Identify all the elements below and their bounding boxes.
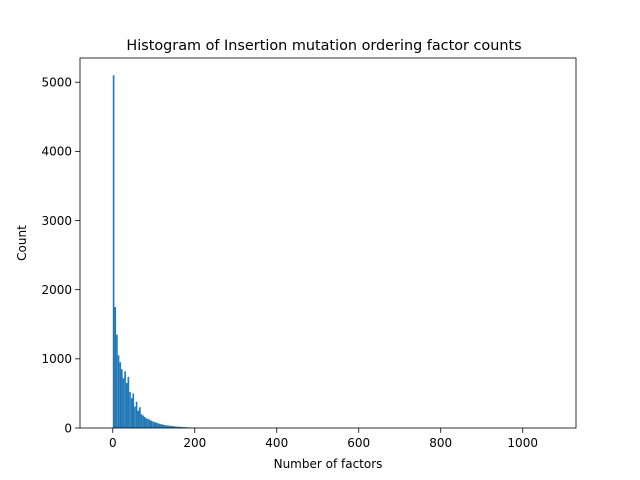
histogram-bar — [122, 378, 125, 428]
histogram-bar — [124, 371, 126, 428]
histogram-bar — [181, 427, 184, 428]
histogram-bar — [155, 422, 158, 428]
histogram-bar — [158, 423, 161, 428]
histogram-bar — [150, 420, 153, 428]
histogram-bars — [112, 75, 210, 428]
histogram-bar — [160, 424, 162, 428]
histogram-bar — [140, 414, 143, 428]
histogram-bar — [139, 407, 141, 428]
histogram-bar — [119, 362, 121, 428]
x-tick-label: 200 — [183, 436, 206, 450]
histogram-bar — [125, 383, 128, 428]
histogram-bar — [165, 425, 167, 428]
histogram-bar — [173, 426, 176, 428]
histogram-bar — [171, 426, 174, 428]
histogram-bar — [135, 401, 138, 428]
y-tick-label: 4000 — [41, 145, 72, 159]
histogram-bar — [142, 415, 144, 428]
histogram-bar — [170, 425, 172, 428]
histogram-bar — [184, 427, 187, 428]
plot-area — [80, 58, 576, 428]
histogram-bar — [129, 392, 131, 428]
histogram-bar — [180, 426, 182, 428]
histogram-bar — [166, 425, 169, 428]
histogram-bar — [134, 406, 136, 428]
histogram-bar — [145, 418, 148, 428]
chart-title: Histogram of Insertion mutation ordering… — [126, 38, 521, 54]
histogram-bar — [148, 419, 151, 428]
histogram-bar — [168, 425, 171, 428]
y-tick-label: 0 — [64, 421, 72, 435]
y-tick-label: 5000 — [41, 76, 72, 90]
plot-frame — [79, 57, 577, 429]
y-axis-ticks: 0 1000 2000 3000 4000 5000 — [41, 76, 80, 435]
y-tick-label: 2000 — [41, 283, 72, 297]
x-tick-label: 400 — [265, 436, 288, 450]
x-tick-label: 600 — [347, 436, 370, 450]
histogram-bar — [161, 424, 164, 428]
x-axis-label: Number of factors — [274, 457, 383, 471]
histogram-bar — [130, 398, 133, 428]
histogram-bar — [152, 421, 154, 428]
histogram-bar — [137, 410, 140, 428]
histogram-bar — [120, 369, 123, 428]
x-tick-label: 0 — [109, 436, 117, 450]
x-tick-label: 800 — [429, 436, 452, 450]
histogram-bar — [114, 306, 117, 428]
y-tick-label: 1000 — [41, 352, 72, 366]
histogram-bar — [127, 376, 130, 428]
histogram-bar — [147, 419, 149, 428]
y-axis-label: Count — [15, 225, 29, 261]
histogram-bar — [178, 426, 181, 428]
histogram-bar — [143, 416, 146, 428]
histogram-bar — [183, 427, 185, 428]
histogram-bar — [112, 75, 115, 428]
histogram-bar — [153, 422, 156, 428]
histogram-bar — [175, 426, 177, 428]
histogram-bar — [163, 424, 166, 428]
histogram-bar — [117, 355, 120, 428]
histogram-bar — [132, 393, 135, 428]
histogram-bar — [176, 426, 179, 428]
histogram-bar — [157, 423, 159, 428]
y-tick-label: 3000 — [41, 214, 72, 228]
histogram-bar — [116, 334, 118, 428]
x-tick-label: 1000 — [507, 436, 538, 450]
x-axis-ticks: 0 200 400 600 800 1000 — [109, 428, 538, 450]
